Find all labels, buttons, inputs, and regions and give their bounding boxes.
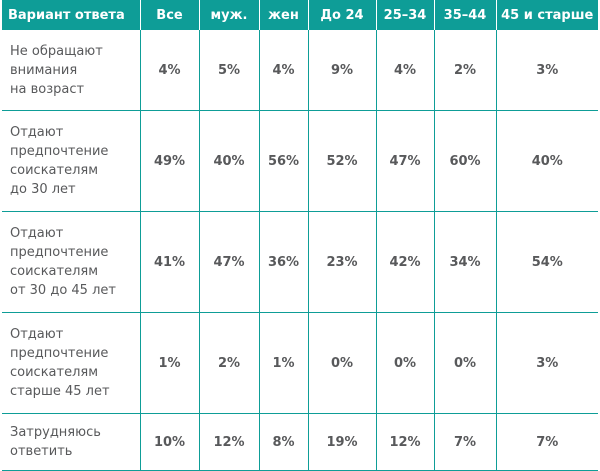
cell-value: 49% xyxy=(140,110,200,212)
header-all: Все xyxy=(140,0,200,30)
cell-value: 12% xyxy=(199,413,260,471)
table-row: Не обращают внимания на возраст 4% 5% 4%… xyxy=(2,30,598,111)
header-answer: Вариант ответа xyxy=(2,0,141,30)
header-25-34: 25–34 xyxy=(376,0,435,30)
row-label: Отдают предпочтение соискателям от 30 до… xyxy=(2,211,141,313)
cell-value: 42% xyxy=(376,211,435,313)
cell-value: 3% xyxy=(496,30,598,111)
cell-value: 2% xyxy=(434,30,497,111)
cell-value: 7% xyxy=(496,413,598,471)
cell-value: 40% xyxy=(199,110,260,212)
cell-value: 9% xyxy=(308,30,377,111)
header-female: жен xyxy=(259,0,309,30)
cell-value: 40% xyxy=(496,110,598,212)
cell-value: 5% xyxy=(199,30,260,111)
cell-value: 4% xyxy=(376,30,435,111)
header-under-24: До 24 xyxy=(308,0,377,30)
header-row: Вариант ответа Все муж. жен До 24 25–34 … xyxy=(2,0,598,30)
cell-value: 4% xyxy=(259,30,309,111)
cell-value: 34% xyxy=(434,211,497,313)
cell-value: 2% xyxy=(199,312,260,414)
cell-value: 56% xyxy=(259,110,309,212)
table-row: Отдают предпочтение соискателям старше 4… xyxy=(2,312,598,414)
cell-value: 54% xyxy=(496,211,598,313)
cell-value: 0% xyxy=(376,312,435,414)
cell-value: 36% xyxy=(259,211,309,313)
cell-value: 1% xyxy=(259,312,309,414)
cell-value: 52% xyxy=(308,110,377,212)
header-male: муж. xyxy=(199,0,260,30)
cell-value: 8% xyxy=(259,413,309,471)
header-35-44: 35–44 xyxy=(434,0,497,30)
row-label: Отдают предпочтение соискателям до 30 ле… xyxy=(2,110,141,212)
cell-value: 1% xyxy=(140,312,200,414)
cell-value: 0% xyxy=(434,312,497,414)
table-row: Затрудняюсь ответить 10% 12% 8% 19% 12% … xyxy=(2,413,598,471)
row-label: Не обращают внимания на возраст xyxy=(2,30,141,111)
table-row: Отдают предпочтение соискателям до 30 ле… xyxy=(2,110,598,212)
cell-value: 12% xyxy=(376,413,435,471)
cell-value: 7% xyxy=(434,413,497,471)
header-45-plus: 45 и старше xyxy=(496,0,598,30)
cell-value: 41% xyxy=(140,211,200,313)
cell-value: 4% xyxy=(140,30,200,111)
cell-value: 23% xyxy=(308,211,377,313)
cell-value: 10% xyxy=(140,413,200,471)
cell-value: 47% xyxy=(376,110,435,212)
cell-value: 60% xyxy=(434,110,497,212)
row-label: Отдают предпочтение соискателям старше 4… xyxy=(2,312,141,414)
cell-value: 0% xyxy=(308,312,377,414)
row-label: Затрудняюсь ответить xyxy=(2,413,141,471)
cell-value: 47% xyxy=(199,211,260,313)
table-row: Отдают предпочтение соискателям от 30 до… xyxy=(2,211,598,313)
cell-value: 19% xyxy=(308,413,377,471)
cell-value: 3% xyxy=(496,312,598,414)
